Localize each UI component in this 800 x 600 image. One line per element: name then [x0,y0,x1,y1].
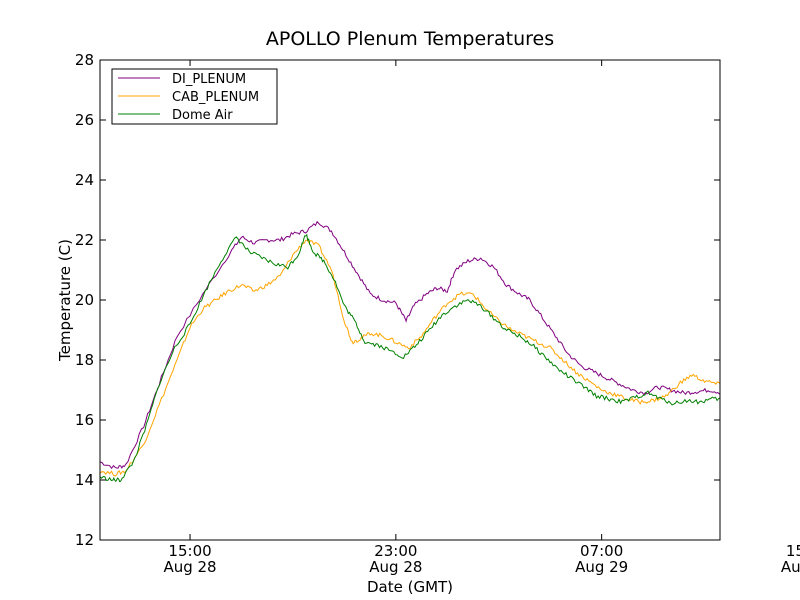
x-tick-time-label: 07:00 [580,542,623,560]
legend-label: Dome Air [172,108,233,123]
plot-area [100,60,720,540]
series-line-dome-air [100,233,720,483]
series-line-di-plenum [100,220,720,470]
y-tick-label: 18 [75,351,94,369]
y-tick-label: 24 [75,171,94,189]
y-axis-label: Temperature (C) [56,239,74,362]
y-tick-label: 28 [75,51,94,69]
x-tick-time-label: 23:00 [374,542,417,560]
series-layer [100,220,720,483]
y-tick-label: 22 [75,231,94,249]
x-tick-time-label: 15:00 [168,542,211,560]
y-tick-label: 14 [75,471,94,489]
y-tick-label: 20 [75,291,94,309]
x-tick-date-label: Aug 28 [163,558,216,576]
x-axis-label: Date (GMT) [367,578,453,596]
x-tick-time-label: 15:00 [786,542,800,560]
legend-label: CAB_PLENUM [172,90,259,105]
legend: DI_PLENUM CAB_PLENUM Dome Air [111,68,278,125]
y-axis: 12 14 16 18 20 22 24 26 28 [75,51,720,549]
x-tick-date-label: Aug 29 [575,558,628,576]
legend-label: DI_PLENUM [172,72,246,87]
y-tick-label: 16 [75,411,94,429]
y-tick-label: 12 [75,531,94,549]
y-tick-label: 26 [75,111,94,129]
series-line-cab-plenum [100,239,720,477]
x-tick-date-label: Aug 28 [369,558,422,576]
x-tick-date-label: Aug 29 [781,558,800,576]
chart-title: APOLLO Plenum Temperatures [266,28,554,50]
